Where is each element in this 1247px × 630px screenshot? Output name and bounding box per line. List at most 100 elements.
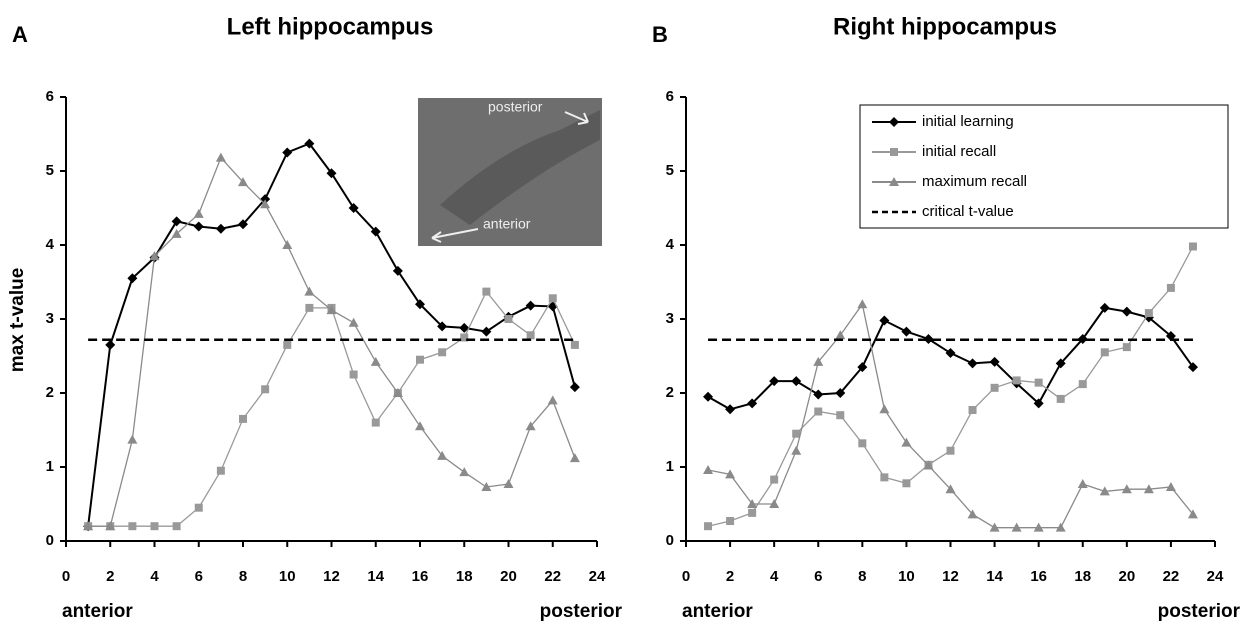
marker-square [195, 504, 203, 512]
x-tick-label: 8 [239, 568, 247, 585]
marker-square [726, 517, 734, 525]
marker-square [128, 522, 136, 530]
x-tick-label: 24 [1207, 568, 1224, 585]
marker-triangle [282, 240, 292, 249]
marker-square [792, 430, 800, 438]
marker-square [571, 341, 579, 349]
x-tick-label: 6 [814, 568, 822, 585]
inset-label: anterior [483, 216, 531, 232]
x-tick-label: 2 [726, 568, 734, 585]
legend-box [860, 105, 1228, 228]
x-tick-label: 16 [1030, 568, 1047, 585]
y-tick-label: 5 [666, 162, 674, 179]
x-tick-label: 6 [195, 568, 203, 585]
marker-square [505, 315, 513, 323]
marker-square [416, 356, 424, 364]
marker-square [217, 467, 225, 475]
marker-diamond [725, 404, 735, 414]
marker-square [283, 341, 291, 349]
x-tick-label: 14 [367, 568, 384, 585]
marker-triangle [304, 287, 314, 296]
x-start-label: anterior [62, 601, 133, 622]
marker-square [748, 509, 756, 517]
x-tick-label: 16 [412, 568, 429, 585]
marker-square [890, 148, 898, 156]
x-start-label: anterior [682, 601, 753, 622]
marker-diamond [105, 340, 115, 350]
marker-diamond [901, 327, 911, 337]
marker-triangle [835, 330, 845, 339]
marker-diamond [194, 222, 204, 232]
marker-triangle [703, 465, 713, 474]
marker-square [1123, 343, 1131, 351]
x-tick-label: 8 [858, 568, 866, 585]
figure: ALeft hippocampusmax t-valueanteriorpost… [0, 0, 1247, 630]
marker-square [1167, 284, 1175, 292]
marker-square [372, 419, 380, 427]
marker-square [1145, 309, 1153, 317]
marker-square [770, 476, 778, 484]
marker-square [482, 288, 490, 296]
marker-diamond [526, 301, 536, 311]
marker-triangle [548, 395, 558, 404]
marker-triangle [194, 209, 204, 218]
marker-triangle [216, 153, 226, 162]
marker-diamond [946, 348, 956, 358]
marker-diamond [570, 382, 580, 392]
chart-title: Left hippocampus [227, 13, 434, 40]
marker-square [1079, 380, 1087, 388]
x-tick-label: 24 [589, 568, 606, 585]
marker-square [991, 384, 999, 392]
y-tick-label: 2 [46, 384, 54, 401]
marker-square [239, 415, 247, 423]
marker-square [858, 439, 866, 447]
marker-diamond [1122, 307, 1132, 317]
marker-diamond [879, 315, 889, 325]
marker-square [814, 408, 822, 416]
marker-triangle [857, 299, 867, 308]
marker-square [151, 522, 159, 530]
marker-square [969, 406, 977, 414]
y-tick-label: 4 [46, 236, 55, 253]
y-tick-label: 3 [666, 310, 674, 327]
series-line [708, 304, 1193, 527]
legend-label: critical t-value [922, 203, 1014, 220]
marker-diamond [813, 389, 823, 399]
series-line [88, 292, 575, 527]
marker-triangle [791, 446, 801, 455]
marker-diamond [172, 216, 182, 226]
marker-square [1189, 242, 1197, 250]
marker-triangle [504, 479, 514, 488]
marker-square [704, 522, 712, 530]
marker-square [549, 294, 557, 302]
marker-square [350, 371, 358, 379]
y-axis-label: max t-value [7, 268, 28, 373]
x-tick-label: 4 [770, 568, 779, 585]
marker-triangle [570, 453, 580, 462]
marker-triangle [1078, 479, 1088, 488]
x-tick-label: 4 [150, 568, 159, 585]
legend-label: initial learning [922, 113, 1014, 130]
marker-diamond [282, 148, 292, 158]
x-tick-label: 10 [279, 568, 296, 585]
y-tick-label: 6 [666, 88, 674, 105]
x-tick-label: 12 [323, 568, 340, 585]
marker-square [836, 411, 844, 419]
x-tick-label: 10 [898, 568, 915, 585]
marker-square [880, 473, 888, 481]
marker-triangle [349, 318, 359, 327]
x-tick-label: 14 [986, 568, 1003, 585]
y-tick-label: 0 [46, 532, 54, 549]
marker-square [438, 348, 446, 356]
x-tick-label: 2 [106, 568, 114, 585]
x-tick-label: 18 [1074, 568, 1091, 585]
x-tick-label: 0 [62, 568, 70, 585]
y-tick-label: 0 [666, 532, 674, 549]
marker-triangle [1166, 482, 1176, 491]
marker-triangle [879, 404, 889, 413]
marker-triangle [415, 421, 425, 430]
legend-label: initial recall [922, 143, 996, 160]
marker-square [902, 479, 910, 487]
marker-square [173, 522, 181, 530]
chart-title: Right hippocampus [833, 13, 1057, 40]
